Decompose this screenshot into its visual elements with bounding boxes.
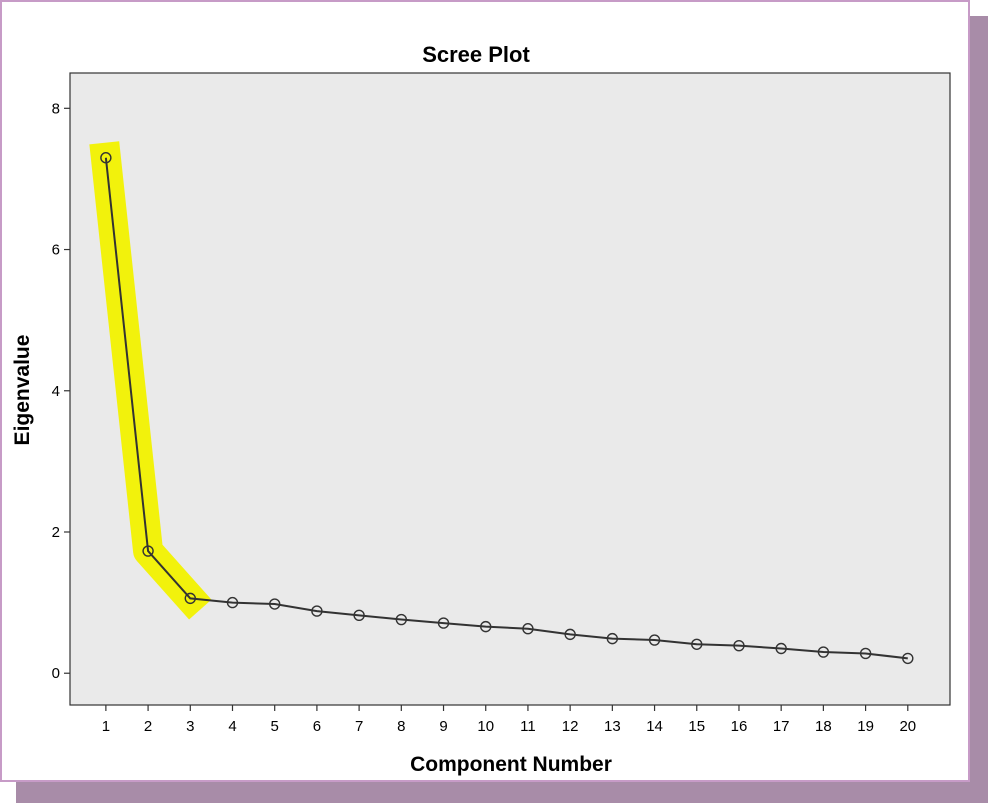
y-tick-label: 2 bbox=[52, 524, 60, 541]
data-point bbox=[353, 609, 365, 622]
data-point bbox=[184, 592, 196, 605]
x-tick-label: 15 bbox=[688, 718, 705, 735]
y-tick-label: 8 bbox=[52, 100, 60, 117]
x-tick-label: 1 bbox=[102, 718, 110, 735]
data-point bbox=[142, 545, 154, 557]
data-point bbox=[437, 617, 450, 629]
data-point bbox=[775, 642, 787, 655]
data-point bbox=[733, 639, 745, 652]
x-axis-title: Component Number bbox=[410, 753, 612, 776]
y-tick-label: 6 bbox=[52, 242, 60, 259]
x-axis: 1 2 3 4 5 6 7 8 9 10 11 12 13 14 15 16 17 18 19 20 bbox=[102, 705, 916, 735]
data-point bbox=[395, 613, 408, 626]
data-point bbox=[480, 620, 492, 633]
y-tick-label: 0 bbox=[52, 665, 60, 682]
x-tick-label: 10 bbox=[477, 718, 494, 735]
data-point bbox=[564, 628, 576, 641]
y-axis-title: Eigenvalue bbox=[11, 335, 34, 446]
y-axis: 0 2 4 6 8 bbox=[52, 100, 70, 682]
data-point bbox=[100, 152, 112, 164]
data-point bbox=[269, 598, 281, 610]
x-tick-label: 4 bbox=[228, 718, 236, 735]
x-tick-label: 16 bbox=[731, 718, 748, 735]
x-tick-label: 8 bbox=[397, 718, 405, 735]
x-tick-label: 17 bbox=[773, 718, 790, 735]
x-tick-label: 6 bbox=[313, 718, 321, 735]
x-tick-label: 5 bbox=[271, 718, 279, 735]
x-tick-label: 11 bbox=[520, 718, 536, 735]
x-tick-label: 9 bbox=[439, 718, 447, 735]
data-point bbox=[859, 647, 872, 660]
data-point bbox=[817, 646, 830, 658]
data-point bbox=[648, 634, 661, 646]
x-tick-label: 14 bbox=[646, 718, 663, 735]
series-layer bbox=[100, 152, 914, 665]
data-point bbox=[691, 638, 703, 650]
x-tick-label: 12 bbox=[562, 718, 579, 735]
data-point bbox=[522, 623, 534, 635]
x-tick-label: 2 bbox=[144, 718, 152, 735]
chart-title: Scree Plot bbox=[422, 42, 530, 67]
plot-area bbox=[69, 72, 951, 706]
y-tick-label: 4 bbox=[52, 383, 60, 400]
x-tick-label: 3 bbox=[186, 718, 194, 735]
x-tick-label: 13 bbox=[604, 718, 621, 735]
x-tick-label: 20 bbox=[899, 718, 916, 735]
data-point bbox=[902, 652, 914, 665]
x-tick-label: 19 bbox=[857, 718, 874, 735]
x-tick-label: 18 bbox=[815, 718, 832, 735]
data-point bbox=[311, 605, 323, 617]
series-line bbox=[104, 157, 908, 660]
data-point bbox=[226, 596, 239, 609]
data-point bbox=[606, 632, 619, 645]
x-tick-label: 7 bbox=[355, 718, 363, 735]
